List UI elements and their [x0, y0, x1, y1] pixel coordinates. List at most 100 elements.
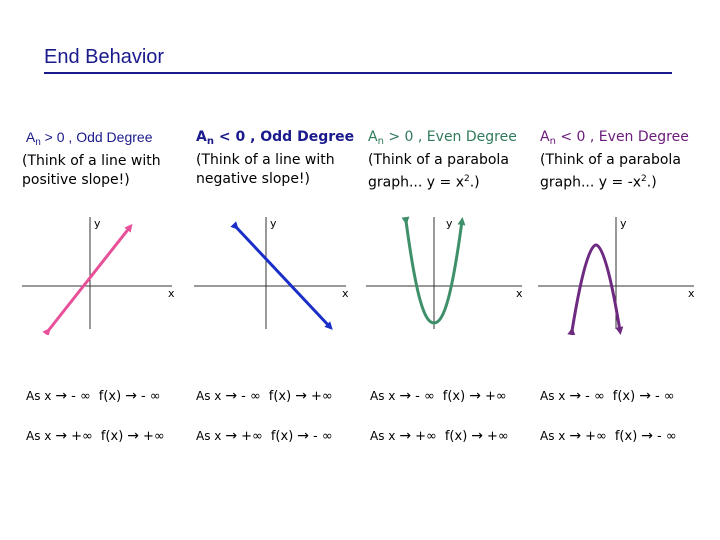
fx-label: f(x) — [270, 429, 294, 444]
slide-title: End Behavior — [44, 46, 165, 68]
heading-col-4-sup: 2 — [641, 174, 647, 184]
graph-col-2-svg: y x — [194, 217, 349, 330]
graph-col-4: y x — [530, 205, 698, 335]
heading-col-1-rest: > 0 , Odd Degree — [40, 129, 153, 145]
heading-col-2-line2: (Think of a line with — [196, 152, 335, 168]
heading-col-3-rest: > 0 , Even Degree — [383, 129, 517, 145]
arrow-icon: → — [127, 428, 140, 444]
fx-label: f(x) — [612, 389, 636, 404]
behavior-col-2-row-2: As x → +∞ f(x) → - ∞ — [196, 428, 333, 444]
x-axis-label: x — [516, 287, 523, 300]
behavior-col-3-row-2: As x → +∞ f(x) → +∞ — [370, 428, 509, 444]
x-axis-label: x — [342, 287, 349, 300]
fx-label: f(x) — [442, 389, 466, 404]
limit-value: - ∞ — [241, 389, 261, 404]
fx-label: f(x) — [268, 389, 292, 404]
heading-col-1-a: A — [25, 129, 36, 145]
heading-col-3-end: .) — [469, 174, 480, 191]
y-axis-label: y — [270, 217, 277, 230]
behavior-lhs: As x — [26, 429, 52, 443]
heading-col-4-end: .) — [646, 174, 657, 191]
heading-col-2-sub: n — [206, 136, 214, 147]
result-value: +∞ — [484, 389, 507, 404]
heading-col-1-line2: (Think of a line with — [22, 153, 161, 169]
heading-col-4-line1: An < 0 , Even Degree — [540, 128, 706, 151]
fx-label: f(x) — [614, 429, 638, 444]
heading-col-3: An > 0 , Even Degree (Think of a parabol… — [368, 128, 534, 193]
heading-col-2: An < 0 , Odd Degree (Think of a line wit… — [196, 128, 362, 189]
arrow-icon: → — [297, 428, 310, 444]
behavior-col-4-row-1: As x → - ∞ f(x) → - ∞ — [540, 388, 675, 404]
heading-col-1-line1: An > 0 , Odd Degree — [22, 128, 188, 152]
heading-col-3-line1: An > 0 , Even Degree — [368, 128, 534, 151]
arrow-icon: → — [399, 388, 412, 404]
y-axis-label: y — [446, 217, 453, 230]
x-axis-label: x — [168, 287, 175, 300]
fx-label: f(x) — [100, 429, 124, 444]
parabola-down-curve — [567, 243, 624, 335]
heading-col-2-rest: < 0 , Odd Degree — [213, 129, 355, 145]
heading-col-2-line3: negative slope!) — [196, 171, 311, 187]
result-value: - ∞ — [313, 429, 333, 444]
arrow-icon: → — [295, 388, 307, 404]
limit-value: +∞ — [241, 429, 263, 444]
arrow-icon: → — [125, 388, 137, 404]
arrow-icon: → — [55, 388, 68, 404]
graph-col-4-svg: y x — [538, 217, 695, 335]
limit-value: +∞ — [71, 429, 93, 444]
heading-col-3-sub: n — [377, 136, 384, 147]
arrow-icon: → — [641, 428, 654, 444]
arrow-icon: → — [471, 428, 484, 444]
heading-col-3-a: A — [368, 129, 378, 145]
heading-col-3-sup: 2 — [463, 174, 470, 184]
limit-value: +∞ — [585, 429, 607, 444]
heading-col-4-line3: graph... y = -x2.) — [540, 170, 706, 193]
y-axis-label: y — [94, 217, 101, 230]
arrow-icon: → — [225, 428, 238, 444]
heading-col-4-rest: < 0 , Even Degree — [555, 129, 689, 145]
heading-col-1-sub: n — [35, 137, 41, 148]
heading-col-4-a: A — [540, 129, 550, 145]
behavior-lhs: As x — [370, 389, 396, 403]
limit-value: +∞ — [415, 429, 437, 444]
heading-col-1: An > 0 , Odd Degree (Think of a line wit… — [22, 128, 188, 190]
arrow-icon: → — [569, 388, 582, 404]
x-axis-label: x — [688, 287, 695, 300]
parabola-up-curve — [401, 216, 466, 325]
limit-value: - ∞ — [415, 389, 435, 404]
arrow-icon: → — [399, 428, 412, 444]
graph-col-1-svg: y x — [22, 217, 175, 335]
behavior-lhs: As x — [26, 389, 52, 403]
behavior-col-1-row-2: As x → +∞ f(x) → +∞ — [26, 428, 165, 444]
y-axis-label: y — [620, 217, 627, 230]
result-value: +∞ — [310, 389, 333, 404]
title-underline — [44, 72, 672, 74]
graph-col-2: y x — [186, 205, 354, 335]
behavior-col-2-row-1: As x → - ∞ f(x) → +∞ — [196, 388, 333, 404]
heading-col-4-sub: n — [549, 136, 556, 147]
result-value: - ∞ — [140, 389, 161, 404]
result-value: - ∞ — [657, 429, 677, 444]
result-value: - ∞ — [654, 389, 675, 404]
heading-col-2-line1: An < 0 , Odd Degree — [196, 128, 362, 151]
result-value: +∞ — [143, 429, 165, 444]
heading-col-3-line2: (Think of a parabola — [368, 152, 509, 168]
behavior-lhs: As x — [196, 389, 222, 403]
behavior-lhs: As x — [196, 429, 222, 443]
fx-label: f(x) — [98, 389, 122, 404]
behavior-col-3-row-1: As x → - ∞ f(x) → +∞ — [370, 388, 507, 404]
behavior-lhs: As x — [540, 429, 566, 443]
behavior-lhs: As x — [540, 389, 566, 403]
heading-col-1-line3: positive slope!) — [22, 172, 130, 188]
arrow-icon: → — [469, 388, 481, 404]
limit-value: - ∞ — [71, 389, 91, 404]
fx-label: f(x) — [444, 429, 468, 444]
behavior-col-1-row-1: As x → - ∞ f(x) → - ∞ — [26, 388, 161, 404]
heading-col-4-line2: (Think of a parabola — [540, 152, 681, 168]
result-value: +∞ — [487, 429, 509, 444]
heading-col-4: An < 0 , Even Degree (Think of a parabol… — [540, 128, 706, 193]
graph-col-3-svg: y x — [366, 216, 523, 329]
graph-col-3: y x — [358, 205, 526, 335]
behavior-col-4-row-2: As x → +∞ f(x) → - ∞ — [540, 428, 677, 444]
heading-col-3-line3-text: graph... y = x — [368, 174, 464, 191]
